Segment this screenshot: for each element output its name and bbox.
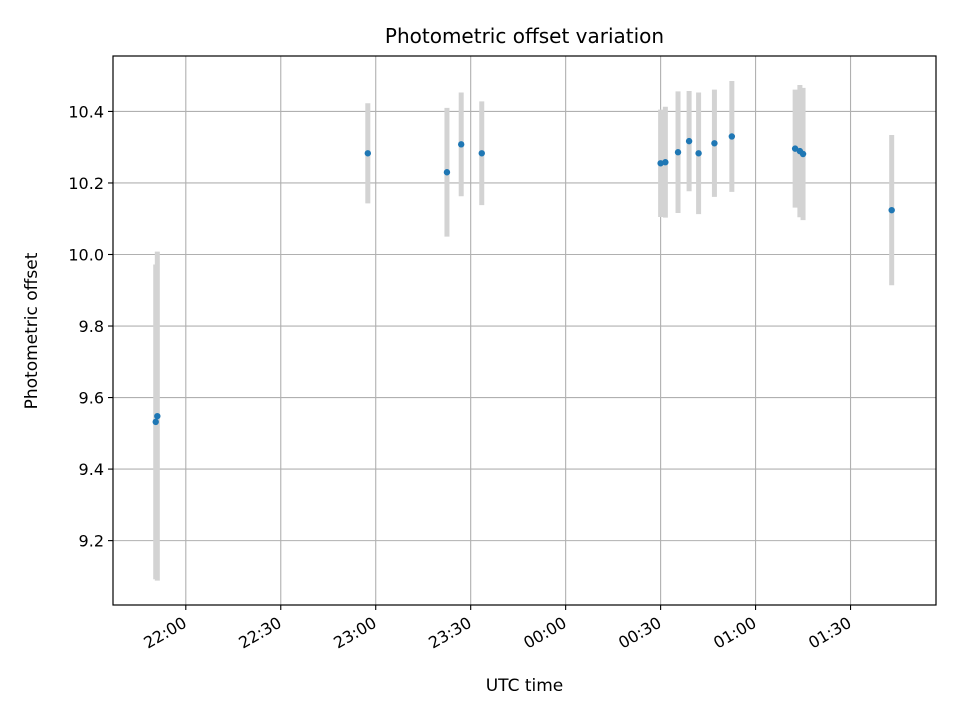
y-axis-ticks: 9.2 9.4 9.6 9.8 10.0 10.2 10.4 <box>68 102 113 551</box>
data-point <box>728 133 736 140</box>
data-point <box>154 412 161 420</box>
data-point <box>443 169 451 176</box>
grid-lines <box>113 56 936 605</box>
data-point <box>662 159 669 166</box>
y-tick-label: 9.2 <box>79 532 104 551</box>
data-point <box>711 140 718 147</box>
y-tick-label: 9.8 <box>79 317 104 336</box>
data-point <box>888 206 895 214</box>
data-point <box>674 149 682 156</box>
x-axis-title: UTC time <box>486 676 564 696</box>
data-point <box>364 150 372 157</box>
y-tick-label: 9.4 <box>79 460 104 479</box>
data-point <box>478 150 485 157</box>
y-tick-label: 9.6 <box>79 389 104 408</box>
y-axis-title: Photometric offset <box>22 252 42 409</box>
y-tick-label: 10.2 <box>68 174 104 193</box>
y-tick-label: 10.4 <box>68 102 104 121</box>
plot-area-frame <box>112 55 937 606</box>
data-point <box>457 141 465 148</box>
data-point <box>695 150 702 157</box>
y-tick-label: 10.0 <box>68 245 104 264</box>
data-point <box>791 145 799 152</box>
data-point <box>799 150 807 158</box>
chart-title: Photometric offset variation <box>385 24 664 48</box>
data-point <box>685 137 693 145</box>
data-point <box>152 418 159 426</box>
data-points <box>152 133 895 426</box>
